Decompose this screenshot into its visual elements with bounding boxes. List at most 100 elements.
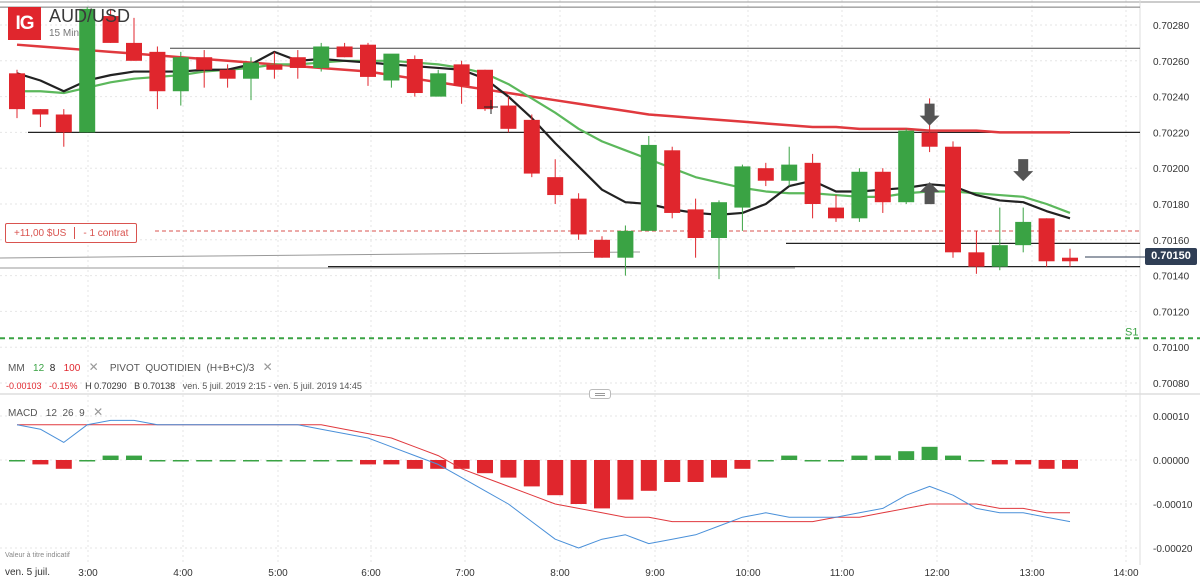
change-abs: -0.00103	[6, 381, 42, 391]
macd-histogram-bar	[477, 460, 493, 474]
candle-body	[968, 252, 985, 267]
pivot-close-icon[interactable]: ✕	[262, 360, 273, 374]
macd-histogram-bar	[991, 460, 1008, 465]
candle-body	[383, 53, 400, 81]
panel-resize-handle[interactable]	[589, 389, 611, 399]
candle-body	[828, 207, 844, 219]
candle	[453, 60, 470, 104]
macd-histogram-bar	[336, 460, 353, 462]
candle-body	[547, 177, 564, 196]
candle	[243, 57, 259, 101]
candle-body	[523, 119, 540, 174]
candle	[781, 146, 798, 187]
y-tick-label: 0.70260	[1153, 57, 1190, 68]
candle	[991, 207, 1008, 271]
candle-body	[617, 230, 634, 258]
macd-histogram-bar	[968, 460, 985, 462]
macd-histogram-bar	[734, 460, 751, 469]
candle-body	[172, 57, 189, 92]
candle	[266, 51, 283, 79]
macd-histogram-bar	[1015, 460, 1032, 465]
macd-close-icon[interactable]: ✕	[93, 405, 104, 419]
candle-body	[804, 162, 821, 204]
candle-body	[945, 146, 961, 253]
candle-body	[687, 209, 704, 239]
candles	[9, 7, 1078, 280]
macd-histogram-bar	[126, 455, 142, 460]
stats-row: -0.00103 -0.15% H 0.70290 B 0.70138 ven.…	[6, 381, 362, 391]
candle-body	[640, 144, 657, 231]
position-pnl: +11,00 $US	[14, 227, 67, 239]
candle	[851, 168, 868, 222]
macd-histogram-bar	[523, 460, 540, 487]
axes: 3:00 4:00 5:00 6:00 7:00 8:00 9:00 10:00 11:00 12…	[78, 21, 1193, 579]
candle	[804, 153, 821, 219]
candle	[617, 225, 634, 276]
candle-body	[430, 73, 447, 97]
ma-mid-line	[17, 59, 1071, 214]
candle	[196, 50, 213, 88]
candle-body	[477, 69, 493, 110]
y-tick-label: 0.70280	[1153, 21, 1190, 32]
pivot-type: QUOTIDIEN	[145, 363, 201, 374]
macd-histogram-bar	[547, 460, 564, 496]
macd-histogram-bar	[828, 460, 844, 462]
macd-histogram-bar	[219, 460, 236, 462]
x-tick-label: 14:00	[1113, 568, 1138, 579]
candle	[874, 168, 891, 213]
candle	[523, 114, 540, 178]
session-low: B 0.70138	[134, 381, 176, 391]
x-tick-label: 3:00	[78, 568, 98, 579]
x-tick-label: 5:00	[268, 568, 288, 579]
candle	[336, 42, 353, 58]
macd-histogram-bar	[617, 460, 634, 500]
macd-param-2: 26	[62, 408, 74, 419]
candle	[313, 42, 330, 72]
candle	[570, 193, 587, 240]
y-tick-label: 0.70200	[1153, 164, 1190, 175]
mm-close-icon[interactable]: ✕	[88, 360, 99, 374]
mm-param-1: 12	[33, 363, 45, 374]
candle	[1038, 218, 1055, 267]
macd-y-tick-label: -0.00010	[1153, 500, 1193, 511]
macd-histogram-bar	[570, 460, 587, 504]
macd-panel	[9, 419, 1078, 549]
macd-legend[interactable]: MACD 12 26 9 ✕	[8, 405, 103, 419]
macd-histogram-bar	[55, 460, 72, 469]
macd-histogram-bar	[102, 455, 119, 460]
macd-label: MACD	[8, 408, 38, 419]
macd-histogram-bar	[851, 455, 868, 460]
y-tick-label: 0.70080	[1153, 379, 1190, 390]
macd-y-tick-label: 0.00010	[1153, 412, 1190, 423]
macd-histogram-bar	[9, 460, 25, 462]
s1-label: S1	[1125, 326, 1138, 338]
candle	[383, 53, 400, 88]
candle	[477, 69, 493, 111]
y-tick-label: 0.70240	[1153, 93, 1190, 104]
x-tick-label: 6:00	[361, 568, 381, 579]
candle	[360, 42, 376, 86]
change-pct: -0.15%	[49, 381, 78, 391]
candle-body	[1015, 221, 1032, 246]
interval-label[interactable]: 15 Min	[49, 28, 80, 39]
macd-histogram-bar	[687, 460, 704, 482]
macd-histogram-bar	[781, 455, 798, 460]
candle	[55, 109, 72, 147]
position-box[interactable]: +11,00 $US - 1 contrat	[5, 223, 138, 243]
candle	[898, 128, 915, 204]
candle-body	[570, 198, 587, 235]
sell-arrow-icon	[1013, 159, 1034, 182]
candle-body	[219, 69, 236, 79]
mm-param-2: 8	[49, 363, 56, 374]
y-tick-label: 0.70160	[1153, 236, 1190, 247]
macd-histogram-bar	[500, 460, 517, 478]
mm-label: MM	[8, 363, 25, 374]
candle-body	[453, 64, 470, 86]
candle	[1015, 207, 1032, 253]
session-high: H 0.70290	[85, 381, 127, 391]
candle-body	[898, 130, 915, 203]
mm-legend[interactable]: MM 12 8 100 ✕ PIVOT QUOTIDIEN (H+B+C)/3 …	[8, 360, 273, 374]
candle-body	[664, 150, 681, 213]
symbol-title[interactable]: AUD/USD	[49, 6, 131, 26]
